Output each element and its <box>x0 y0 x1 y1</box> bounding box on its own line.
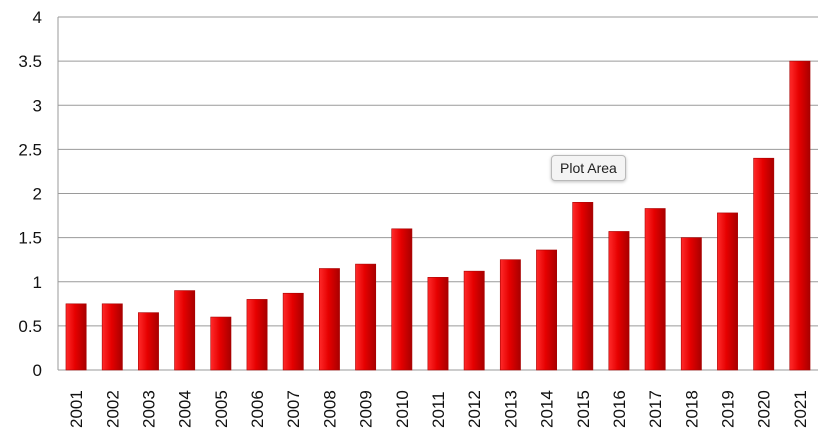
y-tick-label: 3 <box>33 96 42 115</box>
x-tick-label: 2017 <box>646 390 665 428</box>
bar-2016 <box>608 231 630 371</box>
bars <box>65 60 811 371</box>
bar-2014 <box>536 249 558 371</box>
y-tick-label: 1.5 <box>18 229 42 248</box>
bar-2021 <box>789 60 811 371</box>
bar-2009 <box>355 263 377 371</box>
y-axis-tick-labels: 0 0.5 1 1.5 2 2.5 3 3.5 4 <box>18 8 42 380</box>
x-tick-label: 2014 <box>538 390 557 428</box>
plot-area-tooltip: Plot Area <box>551 155 626 181</box>
x-tick-label: 2015 <box>574 390 593 428</box>
bar-2008 <box>318 268 340 371</box>
x-axis-tick-labels: 2001 2002 2003 2004 2005 2006 2007 2008 2009 2010… <box>67 390 810 428</box>
x-tick-label: 2008 <box>320 390 339 428</box>
x-tick-label: 2016 <box>610 390 629 428</box>
x-tick-label: 2006 <box>248 390 267 428</box>
x-tick-label: 2001 <box>67 390 86 428</box>
x-tick-label: 2002 <box>103 390 122 428</box>
x-tick-label: 2013 <box>501 390 520 428</box>
x-tick-label: 2018 <box>682 390 701 428</box>
bar-2003 <box>138 312 159 371</box>
bar-2011 <box>427 277 449 371</box>
x-tick-label: 2012 <box>465 390 484 428</box>
x-tick-label: 2004 <box>176 390 195 428</box>
bar-2020 <box>753 157 775 371</box>
y-tick-label: 4 <box>33 8 42 27</box>
x-tick-label: 2009 <box>357 390 376 428</box>
bar-2001 <box>65 303 87 371</box>
x-tick-label: 2021 <box>791 390 810 428</box>
y-tick-label: 2 <box>33 185 42 204</box>
x-tick-label: 2020 <box>755 390 774 428</box>
bar-2002 <box>101 303 123 371</box>
y-tick-label: 2.5 <box>18 140 42 159</box>
bar-2019 <box>717 212 738 371</box>
bar-2012 <box>463 270 485 371</box>
bar-2006 <box>246 299 268 371</box>
y-tick-label: 0.5 <box>18 317 42 336</box>
x-tick-label: 2007 <box>284 390 303 428</box>
bar-2017 <box>644 208 666 371</box>
bar-2007 <box>282 292 304 371</box>
x-tick-label: 2005 <box>212 390 231 428</box>
x-tick-label: 2019 <box>719 390 738 428</box>
bar-2004 <box>174 290 196 371</box>
bar-2010 <box>391 228 413 371</box>
bar-2013 <box>499 259 521 371</box>
y-tick-label: 0 <box>33 361 42 380</box>
bar-2015 <box>572 202 594 371</box>
y-tick-label: 3.5 <box>18 52 42 71</box>
y-tick-label: 1 <box>33 273 42 292</box>
x-tick-label: 2011 <box>429 391 448 428</box>
x-tick-label: 2003 <box>139 390 158 428</box>
x-tick-label: 2010 <box>393 390 412 428</box>
bar-2005 <box>210 316 232 371</box>
bar-2018 <box>680 237 702 371</box>
